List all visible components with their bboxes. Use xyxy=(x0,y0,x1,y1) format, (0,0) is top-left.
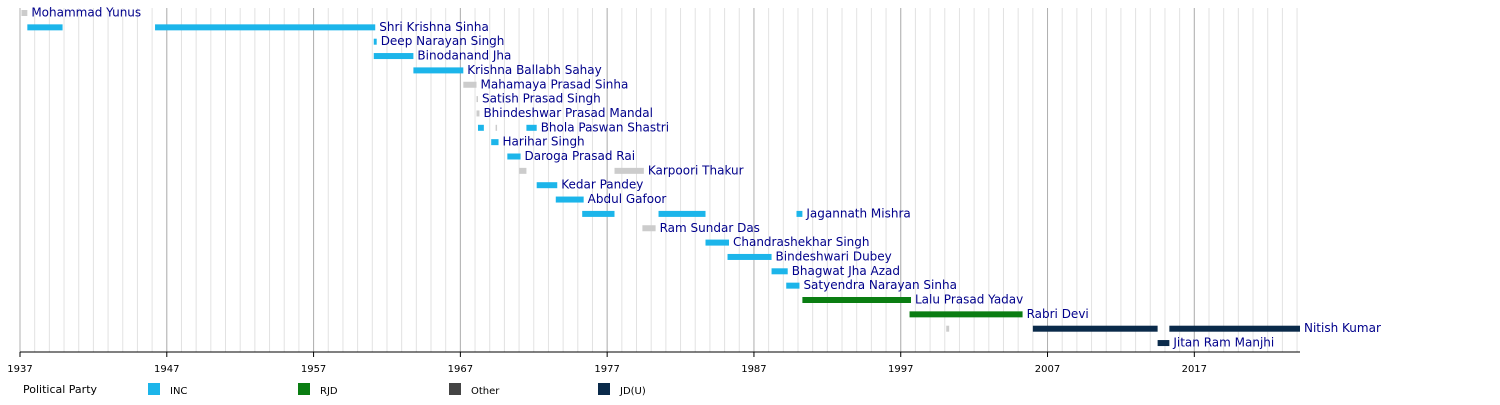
minister-name: Mahamaya Prasad Sinha xyxy=(481,77,629,91)
minister-name: Satish Prasad Singh xyxy=(482,92,601,106)
term-bar xyxy=(555,196,584,203)
minister-name: Karpoori Thakur xyxy=(648,163,744,177)
minister-name: Deep Narayan Singh xyxy=(381,34,505,48)
term-bar xyxy=(946,325,950,332)
term-bar xyxy=(507,153,521,160)
x-tick-label: 1997 xyxy=(888,364,913,375)
term-bar xyxy=(658,210,706,217)
term-bar xyxy=(21,10,28,16)
term-bar xyxy=(614,167,644,174)
minister-name: Lalu Prasad Yadav xyxy=(915,293,1023,307)
minister-name: Bhindeshwar Prasad Mandal xyxy=(483,106,653,120)
legend-swatch xyxy=(598,383,610,395)
term-bar xyxy=(477,124,484,131)
legend-swatch xyxy=(148,383,160,395)
x-tick-label: 2017 xyxy=(1182,364,1207,375)
minister-name: Bhagwat Jha Azad xyxy=(792,264,900,278)
legend-swatch xyxy=(298,383,310,395)
legend-label: RJD xyxy=(320,386,338,397)
minister-name: Krishna Ballabh Sahay xyxy=(467,63,601,77)
term-bar xyxy=(373,38,377,45)
term-bar xyxy=(1032,325,1158,332)
term-bar xyxy=(536,182,558,189)
x-tick-label: 1977 xyxy=(594,364,619,375)
x-tick-label: 1967 xyxy=(448,364,473,375)
minister-name: Satyendra Narayan Sinha xyxy=(803,278,957,292)
term-bar xyxy=(491,139,499,146)
minister-name: Daroga Prasad Rai xyxy=(525,149,636,163)
x-tick-label: 2007 xyxy=(1035,364,1060,375)
minister-name: Bhola Paswan Shastri xyxy=(541,120,669,134)
minister-name: Binodanand Jha xyxy=(417,49,511,63)
term-bar xyxy=(413,67,464,74)
legend-label: INC xyxy=(170,386,187,397)
x-tick-label: 1987 xyxy=(741,364,766,375)
term-bar xyxy=(373,53,414,60)
x-tick-label: 1957 xyxy=(301,364,326,375)
term-bar xyxy=(582,210,615,217)
legend-label: Other xyxy=(471,386,500,397)
legend-swatch xyxy=(449,383,461,395)
minister-name: Jagannath Mishra xyxy=(805,206,910,220)
minister-name: Mohammad Yunus xyxy=(31,6,141,20)
term-bar xyxy=(476,96,478,103)
minister-name: Rabri Devi xyxy=(1027,307,1089,321)
minister-name: Bindeshwari Dubey xyxy=(776,249,892,263)
legend-label: JD(U) xyxy=(619,386,646,397)
minister-name: Shri Krishna Sinha xyxy=(379,20,489,34)
term-bar xyxy=(155,24,376,31)
term-bar xyxy=(771,268,788,275)
term-bar xyxy=(909,311,1023,318)
term-bar xyxy=(495,124,498,131)
term-bar xyxy=(802,297,912,303)
x-tick-label: 1947 xyxy=(154,364,179,375)
term-bar xyxy=(786,282,800,289)
term-bar xyxy=(526,124,537,131)
term-bar xyxy=(476,110,480,117)
minister-name: Jitan Ram Manjhi xyxy=(1172,336,1274,350)
x-tick-label: 1937 xyxy=(7,364,32,375)
minister-name: Abdul Gafoor xyxy=(588,192,667,206)
minister-name: Harihar Singh xyxy=(503,135,585,149)
term-bar xyxy=(27,24,63,31)
term-bar xyxy=(727,253,772,260)
term-bar xyxy=(796,210,803,217)
minister-name: Chandrashekhar Singh xyxy=(733,235,870,249)
term-bar xyxy=(519,167,527,174)
term-bar xyxy=(642,225,656,232)
term-bar xyxy=(705,239,729,246)
term-bar xyxy=(1169,325,1300,332)
minister-name: Ram Sundar Das xyxy=(660,221,760,235)
legend-title: Political Party xyxy=(23,383,98,396)
term-bar xyxy=(1157,340,1170,347)
term-bar xyxy=(463,81,477,88)
minister-name: Kedar Pandey xyxy=(561,178,643,192)
minister-name: Nitish Kumar xyxy=(1304,321,1381,335)
